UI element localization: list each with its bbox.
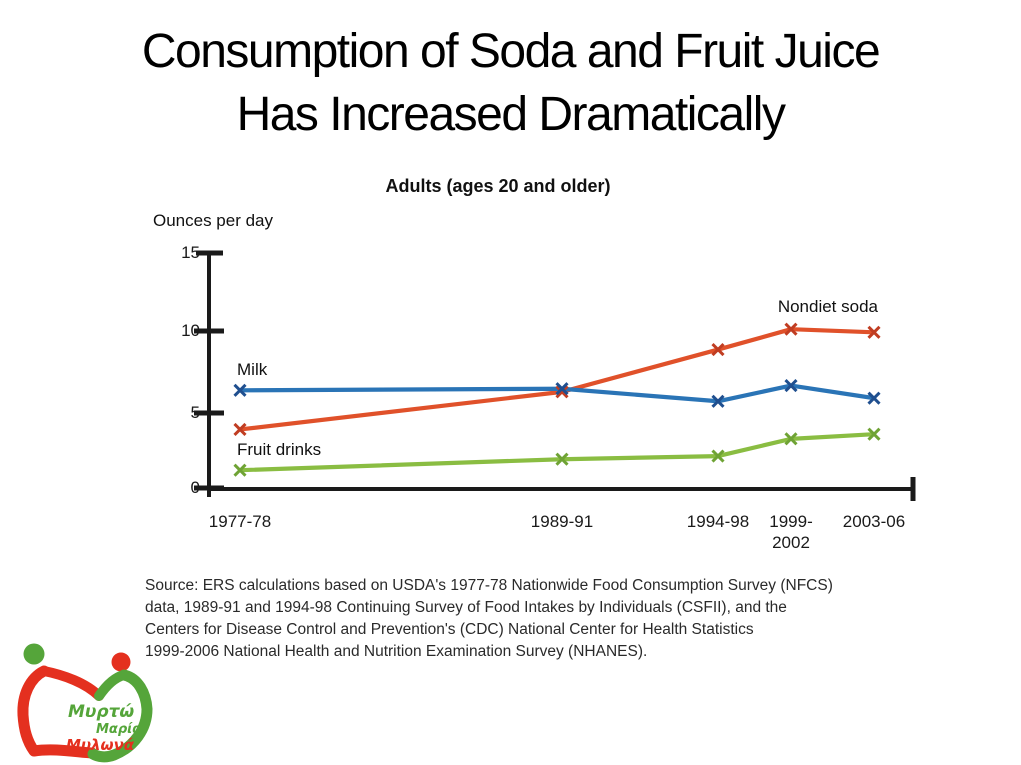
logo-right-figure-head (111, 652, 131, 672)
marker-milk-2003-06 (867, 391, 881, 405)
series-label-fruit-drinks: Fruit drinks (237, 440, 322, 459)
marker-milk-1994-98 (711, 394, 725, 408)
logo-name-maria: Μαρία (96, 722, 141, 737)
y-tick-15: 15 (181, 243, 200, 262)
marker-nondiet-soda-1989-91 (555, 385, 569, 399)
marker-fruit-drinks-1989-91 (555, 452, 569, 466)
slide-title: Consumption of Soda and Fruit Juice Has … (0, 20, 1021, 146)
x-tick-1999-2002: 1999- 2002 (746, 511, 836, 553)
x-tick-1977-78: 1977-78 (208, 512, 272, 531)
marker-nondiet-soda-1994-98 (711, 343, 725, 357)
marker-nondiet-soda-2003-06 (867, 325, 881, 339)
marker-fruit-drinks-2003-06 (867, 427, 881, 441)
marker-nondiet-soda-1989-91 (555, 385, 569, 399)
marker-fruit-drinks-1999-2002 (784, 432, 798, 446)
slide-title-line-1: Consumption of Soda and Fruit Juice (141, 25, 881, 78)
source-line-1: Source: ERS calculations based on USDA's… (145, 577, 833, 594)
marker-nondiet-soda-1999-2002 (784, 322, 798, 336)
line-milk (237, 383, 877, 404)
marker-fruit-drinks-1999-2002 (784, 432, 798, 446)
x-tick-2003-06: 2003-06 (842, 512, 906, 531)
logo-right-figure-body (87, 669, 153, 763)
source-line-2: data, 1989-91 and 1994-98 Continuing Sur… (145, 599, 787, 616)
line-fruit-drinks (237, 432, 877, 473)
y-tick-0: 0 (190, 478, 200, 497)
logo-left-figure-head (23, 643, 45, 665)
marker-milk-1999-2002 (784, 379, 798, 393)
marker-fruit-drinks-2003-06 (867, 427, 881, 441)
source-line-3: Centers for Disease Control and Preventi… (145, 621, 754, 638)
x-tick-1999-2002-line-1: 1999- (769, 512, 813, 531)
marker-nondiet-soda-1994-98 (711, 343, 725, 357)
source-note: Source: ERS calculations based on USDA's… (145, 575, 945, 663)
logo-left-figure-body (17, 665, 98, 759)
marker-nondiet-soda-1999-2002 (784, 322, 798, 336)
y-tick-10: 10 (181, 321, 200, 340)
marker-nondiet-soda-2003-06 (867, 325, 881, 339)
series-label-milk: Milk (237, 360, 268, 379)
marker-nondiet-soda-1977-78 (233, 422, 247, 437)
slide-title-line-2: Has Increased Dramatically (236, 88, 786, 141)
series-label-nondiet-soda: Nondiet soda (777, 297, 878, 316)
x-tick-1989-91: 1989-91 (530, 512, 594, 531)
y-tick-5: 5 (190, 403, 200, 422)
x-tick-1999-2002-line-2: 2002 (772, 533, 810, 552)
logo-left-figure-arm (39, 666, 104, 701)
marker-fruit-drinks-1977-78 (233, 463, 247, 477)
logo-name-mylona: Μυλωνά (66, 736, 135, 754)
marker-fruit-drinks-1994-98 (711, 449, 725, 463)
marker-fruit-drinks-1977-78 (233, 463, 247, 477)
marker-fruit-drinks-1989-91 (555, 452, 569, 466)
marker-milk-1989-91 (555, 382, 569, 396)
y-axis-label: Ounces per day (153, 211, 274, 230)
marker-milk-1999-2002 (784, 379, 798, 393)
marker-milk-1977-78 (233, 383, 247, 397)
chart-title: Adults (ages 20 and older) (385, 176, 611, 196)
marker-milk-2003-06 (867, 391, 881, 405)
logo: Μυρτώ Μαρία Μυλωνά (17, 643, 153, 763)
marker-milk-1989-91 (555, 382, 569, 396)
source-line-4: 1999-2006 National Health and Nutrition … (145, 643, 648, 660)
marker-milk-1994-98 (711, 394, 725, 408)
line-nondiet-soda (237, 327, 877, 432)
marker-milk-1977-78 (233, 383, 247, 397)
marker-nondiet-soda-1977-78 (233, 422, 247, 437)
logo-name-myrto: Μυρτώ (68, 702, 134, 722)
x-tick-1994-98: 1994-98 (686, 512, 750, 531)
marker-fruit-drinks-1994-98 (711, 449, 725, 463)
